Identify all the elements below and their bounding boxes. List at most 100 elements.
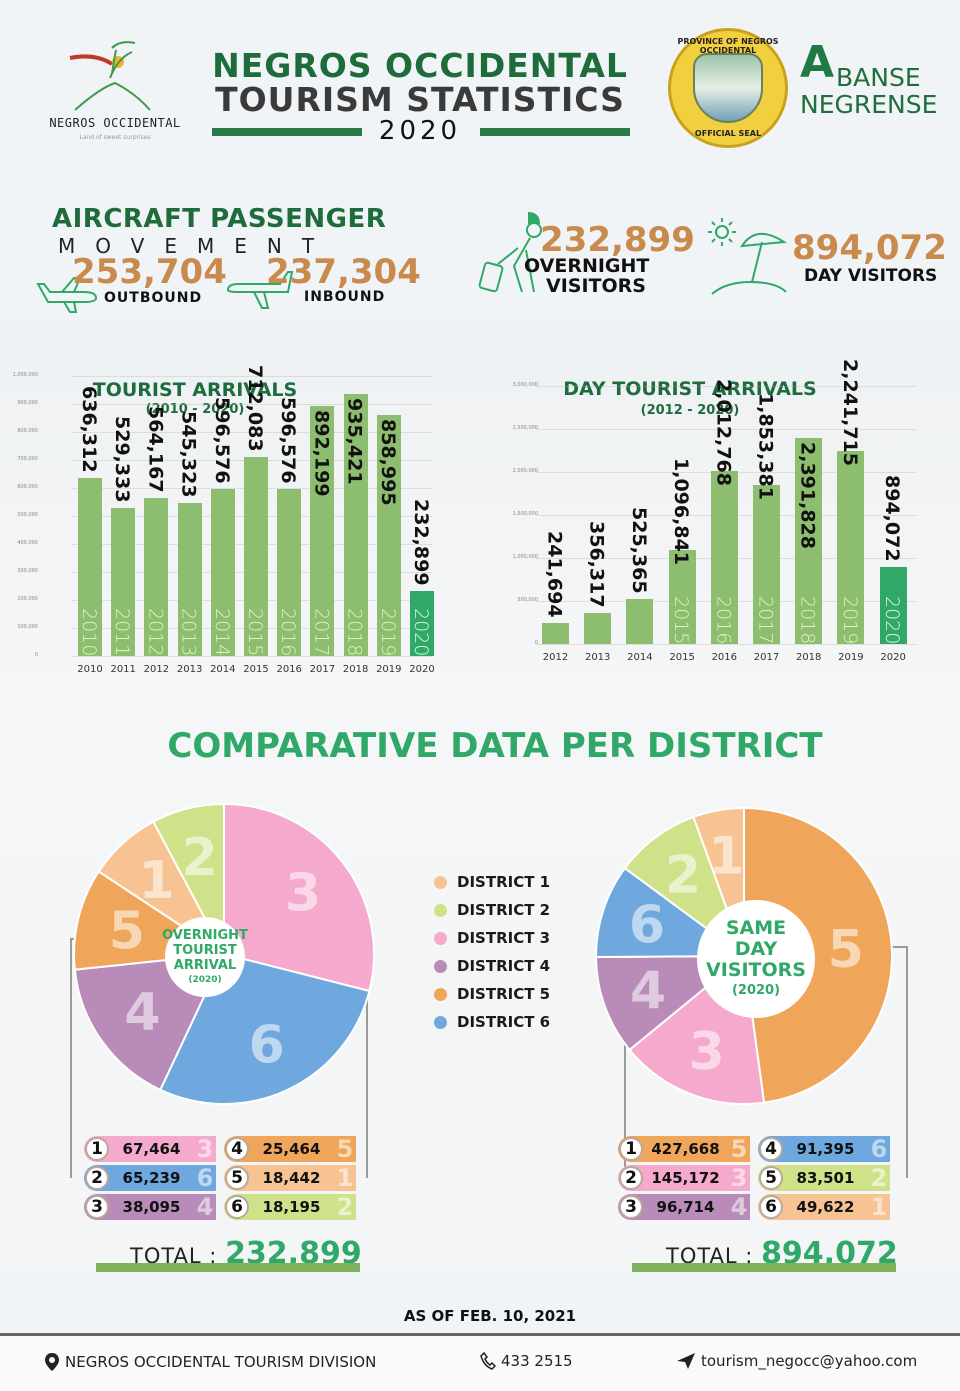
y-tick-label: 1,500,000: [512, 511, 538, 517]
rank-badge: 1: [619, 1137, 643, 1161]
pie-slice-district-5: [743, 806, 893, 1104]
x-tick-label: 2019: [376, 664, 402, 675]
bar-value-label: 2,391,828: [796, 442, 819, 550]
bar-value-label: 858,995: [376, 419, 399, 507]
rank-badge: 5: [759, 1166, 783, 1190]
grid-line: [72, 432, 432, 433]
legend-item-district-3: DISTRICT 3: [434, 924, 550, 952]
overnight-value: 232,899: [540, 220, 695, 260]
pie-slice-label: 6: [629, 895, 665, 955]
footer-office-text: NEGROS OCCIDENTAL TOURISM DIVISION: [65, 1353, 377, 1371]
aircraft-title: AIRCRAFT PASSENGER: [52, 204, 387, 234]
abanse-word: BANSE: [836, 63, 921, 92]
rank-badge: 5: [225, 1166, 249, 1190]
rank-district-watermark: 6: [870, 1135, 888, 1163]
bar-2019: [376, 415, 401, 656]
dancer-logo-icon: [69, 41, 151, 111]
bar-2010: [78, 477, 102, 656]
y-tick-label: 900,000: [17, 400, 38, 406]
x-tick-label: 2014: [627, 652, 653, 663]
pie-slice-label: 4: [630, 962, 666, 1022]
legend-item-district-2: DISTRICT 2: [434, 896, 550, 924]
rank-value: 427,668: [651, 1140, 720, 1158]
bar-year-watermark: 2018: [343, 608, 366, 657]
footer-email[interactable]: tourism_negocc@yahoo.com: [676, 1352, 917, 1370]
bar-year-watermark: 2020: [881, 596, 904, 645]
sameday-pie-center: SAME DAY VISITORS (2020): [697, 900, 815, 1018]
logo-brand-text: NEGROS OCCIDENTAL: [49, 116, 181, 130]
bar-year-watermark: 2019: [838, 596, 861, 645]
page-year: 2020: [378, 116, 462, 146]
overnight-center-line3: ARRIVAL: [173, 957, 237, 973]
bar-value-label: 529,333: [111, 415, 134, 503]
seal-emblem-icon: [693, 53, 763, 123]
day-visitors-label: DAY VISITORS: [804, 266, 938, 286]
y-tick-label: 400,000: [17, 540, 38, 546]
sameday-total-bar: [632, 1263, 896, 1272]
pie-slice-label: 2: [182, 828, 218, 888]
y-tick-label: 600,000: [17, 484, 38, 490]
sameday-center-line2: DAY: [734, 937, 778, 960]
bar-value-label: 545,323: [177, 411, 200, 498]
bar-2016: [710, 470, 738, 644]
bar-year-watermark: 2011: [111, 608, 134, 657]
rank-district-watermark: 2: [870, 1164, 888, 1192]
x-tick-label: 2017: [753, 652, 780, 663]
grid-line: [72, 376, 432, 377]
negros-occidental-logo: NEGROS OCCIDENTAL Land of sweet surprise…: [40, 38, 190, 148]
inbound-label: INBOUND: [304, 289, 386, 305]
bar-2012: [542, 623, 569, 644]
legend-item-district-5: DISTRICT 5: [434, 980, 550, 1008]
ranking-row-1: 1 427,668 5: [618, 1135, 750, 1163]
rank-value: 18,195: [262, 1198, 321, 1216]
ranking-row-3: 3 38,095 4: [84, 1193, 216, 1221]
bar-year-watermark: 2017: [754, 596, 777, 645]
bar-value-label: 2,012,768: [712, 378, 735, 486]
chart2-title: DAY TOURIST ARRIVALS: [563, 378, 817, 400]
y-tick-label: 2,000,000: [512, 468, 538, 474]
rank-value: 96,714: [656, 1198, 715, 1216]
bar-2012: [144, 498, 169, 656]
rank-district-watermark: 1: [870, 1193, 888, 1221]
map-pin-icon: [45, 1353, 59, 1371]
bar-2015: [244, 456, 268, 656]
footer-email-text[interactable]: tourism_negocc@yahoo.com: [701, 1352, 918, 1370]
x-tick-label: 2011: [110, 664, 136, 675]
y-tick-label: 500,000: [17, 512, 38, 518]
bar-value-label: 232,899: [410, 498, 432, 586]
page-title-line1: NEGROS OCCIDENTAL: [212, 46, 628, 85]
bar-value-label: 894,072: [881, 475, 904, 562]
seal-top-text: PROVINCE OF NEGROS OCCIDENTAL: [677, 37, 779, 55]
ranking-row-5: 5 83,501 2: [758, 1164, 890, 1192]
rank-badge: 1: [85, 1137, 109, 1161]
rank-value: 25,464: [262, 1140, 321, 1158]
day-tourist-arrivals-chart: DAY TOURIST ARRIVALS (2012 - 2020) 0 500,…: [480, 359, 960, 680]
bar-2018: [795, 438, 823, 644]
rank-badge: 2: [619, 1166, 643, 1190]
rank-district-watermark: 5: [730, 1135, 748, 1163]
bar-2020: [410, 590, 434, 656]
beach-umbrella-icon: [708, 218, 787, 295]
legend-label: DISTRICT 3: [457, 929, 551, 947]
footer-divider: [0, 1333, 960, 1336]
legend-label: DISTRICT 2: [457, 901, 551, 919]
chart1-subtitle: (2010 - 2020): [145, 402, 245, 417]
rank-district-watermark: 5: [336, 1135, 354, 1163]
x-tick-label: 2013: [176, 664, 203, 675]
legend-label: DISTRICT 5: [457, 985, 551, 1003]
y-tick-label: 800,000: [17, 428, 38, 434]
legend-label: DISTRICT 1: [457, 873, 551, 891]
x-tick-label: 2012: [143, 664, 170, 675]
rank-value: 65,239: [122, 1169, 181, 1187]
bar-year-watermark: 2016: [277, 608, 300, 657]
bar-2014: [210, 488, 235, 656]
bar-year-watermark: 2010: [78, 608, 100, 657]
rank-district-watermark: 3: [196, 1135, 214, 1163]
pie-slice-label: 3: [689, 1022, 725, 1082]
y-tick-label: 0: [534, 640, 538, 646]
rank-badge: 3: [85, 1195, 109, 1219]
ranking-row-6: 6 49,622 1: [758, 1193, 890, 1221]
rank-district-watermark: 6: [196, 1164, 214, 1192]
pie-slice-label: 1: [139, 851, 175, 911]
bar-2020: [879, 567, 907, 644]
